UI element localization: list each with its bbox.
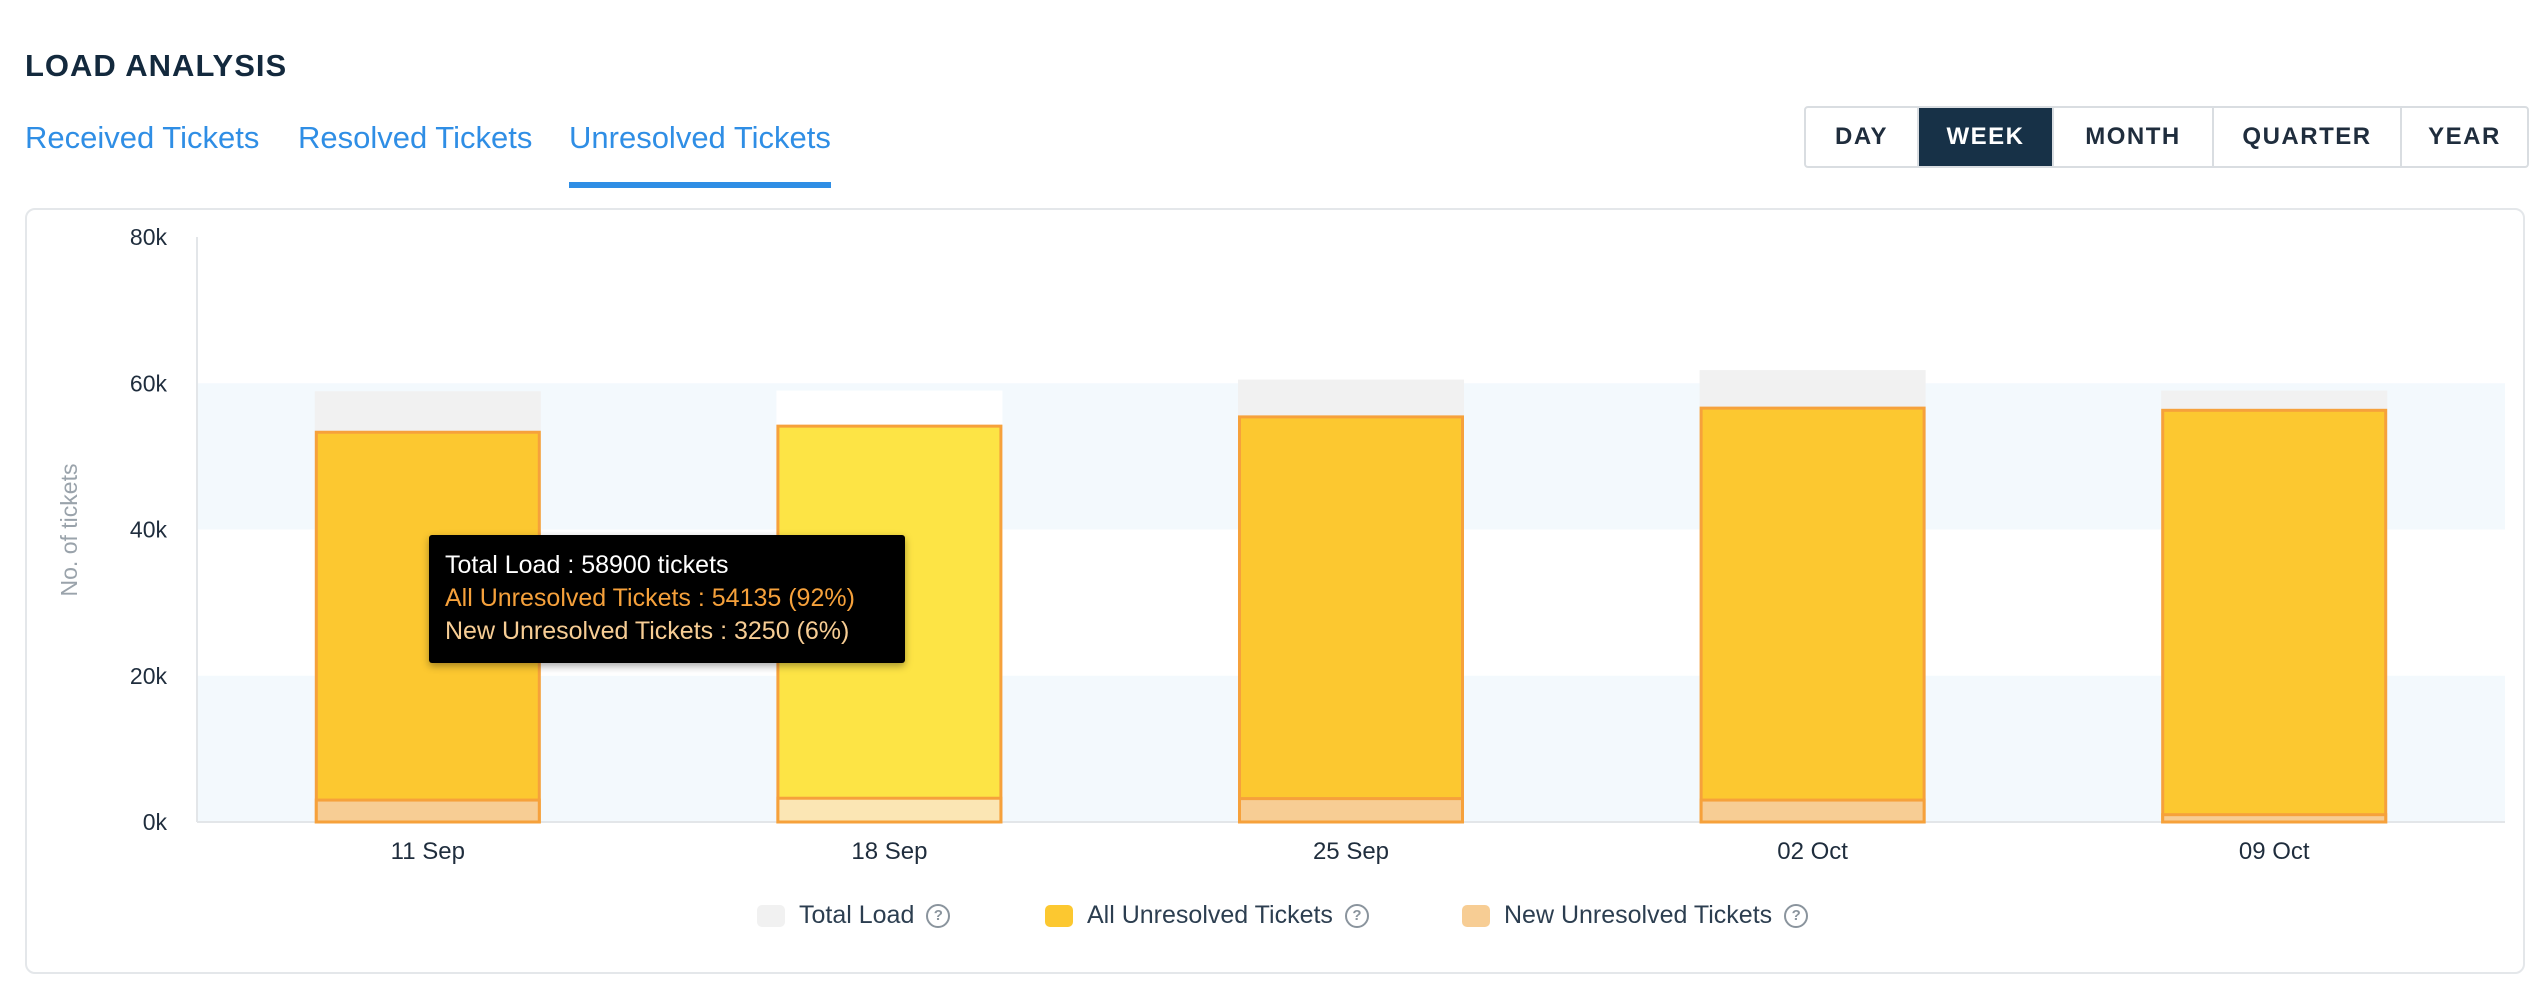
tab-received-tickets[interactable]: Received Tickets bbox=[25, 120, 260, 155]
y-axis-title: No. of tickets bbox=[56, 464, 82, 597]
legend-item-new-unresolved[interactable]: New Unresolved Tickets ? bbox=[1462, 901, 1809, 930]
tooltip-unresolved-line: All Unresolved Tickets : 54135 (92%) bbox=[445, 584, 855, 612]
help-icon[interactable]: ? bbox=[926, 903, 951, 928]
bar-all-unresolved bbox=[1238, 415, 1464, 824]
y-tick-label: 60k bbox=[130, 370, 168, 396]
bar-new-unresolved bbox=[2161, 813, 2388, 824]
x-tick-label: 11 Sep bbox=[391, 838, 465, 865]
y-tick-label: 40k bbox=[130, 517, 168, 543]
legend-label: All Unresolved Tickets bbox=[1087, 901, 1333, 929]
period-quarter-button[interactable]: QUARTER bbox=[2212, 108, 2400, 166]
period-month-button[interactable]: MONTH bbox=[2052, 108, 2212, 166]
bar-all-unresolved bbox=[1699, 406, 1926, 824]
help-icon[interactable]: ? bbox=[1344, 903, 1369, 928]
x-tick-label: 25 Sep bbox=[1313, 838, 1389, 865]
tooltip-total-line: Total Load : 58900 tickets bbox=[445, 551, 729, 579]
chart-tooltip: Total Load : 58900 tickets All Unresolve… bbox=[429, 535, 905, 663]
x-tick-label: 18 Sep bbox=[851, 838, 927, 865]
tab-resolved-tickets[interactable]: Resolved Tickets bbox=[298, 120, 533, 155]
bar-new-unresolved bbox=[776, 796, 1003, 824]
bar-all-unresolved bbox=[2161, 408, 2388, 824]
period-week-button[interactable]: WEEK bbox=[1917, 108, 2052, 166]
legend-label: New Unresolved Tickets bbox=[1504, 901, 1773, 929]
legend-swatch-new-unresolved bbox=[1462, 904, 1490, 927]
page-title: LOAD ANALYSIS bbox=[25, 48, 288, 83]
help-icon[interactable]: ? bbox=[1784, 903, 1809, 928]
legend-label: Total Load bbox=[799, 901, 915, 929]
x-tick-label: 02 Oct bbox=[1777, 838, 1848, 865]
legend-swatch-total-load bbox=[757, 904, 785, 927]
x-tick-label: 09 Oct bbox=[2239, 838, 2310, 865]
bar-new-unresolved bbox=[1699, 798, 1926, 824]
period-day-button[interactable]: DAY bbox=[1835, 123, 1888, 150]
tab-unresolved-tickets[interactable]: Unresolved Tickets bbox=[569, 120, 831, 188]
chart-card: 0k 20k 40k 60k 80k No. of tickets 11 Sep 18 Sep… bbox=[25, 208, 2525, 974]
tooltip-new-line: New Unresolved Tickets : 3250 (6%) bbox=[445, 617, 850, 645]
y-tick-label: 80k bbox=[130, 224, 168, 250]
bar-new-unresolved bbox=[314, 798, 541, 824]
y-tick-label: 0k bbox=[143, 809, 168, 835]
y-tick-label: 20k bbox=[130, 663, 168, 689]
load-chart: 0k 20k 40k 60k 80k No. of tickets 11 Sep 18 Sep… bbox=[56, 224, 2505, 865]
bar-new-unresolved bbox=[1238, 797, 1464, 824]
legend-swatch-all-unresolved bbox=[1045, 904, 1073, 927]
period-year-button[interactable]: YEAR bbox=[2400, 108, 2527, 166]
legend-item-total-load[interactable]: Total Load ? bbox=[757, 901, 951, 930]
period-selector: DAY WEEK MONTH QUARTER YEAR bbox=[1804, 106, 2529, 168]
legend-item-all-unresolved[interactable]: All Unresolved Tickets ? bbox=[1045, 901, 1369, 930]
